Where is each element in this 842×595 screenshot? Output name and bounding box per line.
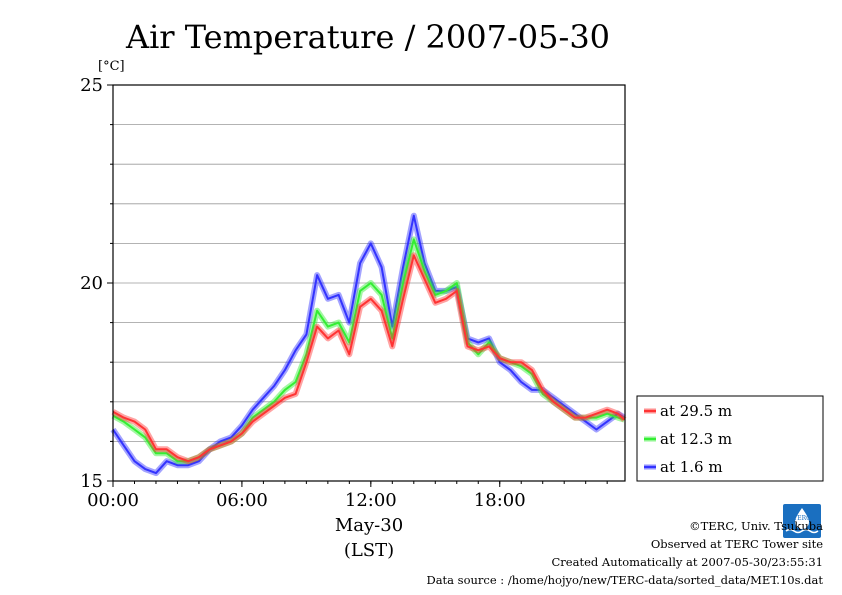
x-tick-label: 12:00 [345, 490, 397, 511]
legend-label: at 29.5 m [660, 402, 732, 420]
y-tick-label: 25 [80, 75, 103, 96]
y-tick-label: 15 [80, 471, 103, 492]
x-axis-date-label: May-30 [335, 515, 403, 536]
series-line [112, 238, 625, 463]
y-gridlines [113, 124, 625, 442]
wave-icon [785, 528, 819, 534]
legend-label: at 1.6 m [660, 458, 723, 476]
legend: at 29.5 m at 12.3 m at 1.6 m [636, 395, 824, 482]
x-axis-ticks: 00:00 06:00 12:00 18:00 [87, 481, 608, 511]
y-tick-label: 20 [80, 273, 103, 294]
credit-created: Created Automatically at 2007-05-30/23:5… [552, 555, 824, 569]
y-axis-ticks: 15 20 25 [80, 75, 113, 492]
plot-area-frame [112, 84, 626, 482]
x-axis-timezone-label: (LST) [344, 540, 394, 561]
chart-title: Air Temperature / 2007-05-30 [125, 18, 610, 56]
y-axis-unit-label: [°C] [98, 59, 125, 74]
x-tick-label: 06:00 [216, 490, 268, 511]
series-line [112, 254, 626, 463]
series-halo [110, 212, 626, 477]
x-tick-label: 18:00 [474, 490, 526, 511]
data-series [110, 212, 627, 477]
series-halo [111, 236, 626, 465]
credit-copyright: ©TERC, Univ. Tsukuba [689, 519, 823, 533]
legend-label: at 12.3 m [660, 430, 732, 448]
credit-observed: Observed at TERC Tower site [651, 537, 823, 551]
credit-data-source: Data source : /home/hojyo/new/TERC-data/… [426, 573, 823, 587]
water-drop-icon [795, 508, 809, 529]
terc-logo [783, 504, 821, 538]
logo-text: TERC [793, 515, 811, 522]
legend-box [636, 395, 824, 482]
x-tick-label: 00:00 [87, 490, 139, 511]
series-line [112, 214, 625, 475]
